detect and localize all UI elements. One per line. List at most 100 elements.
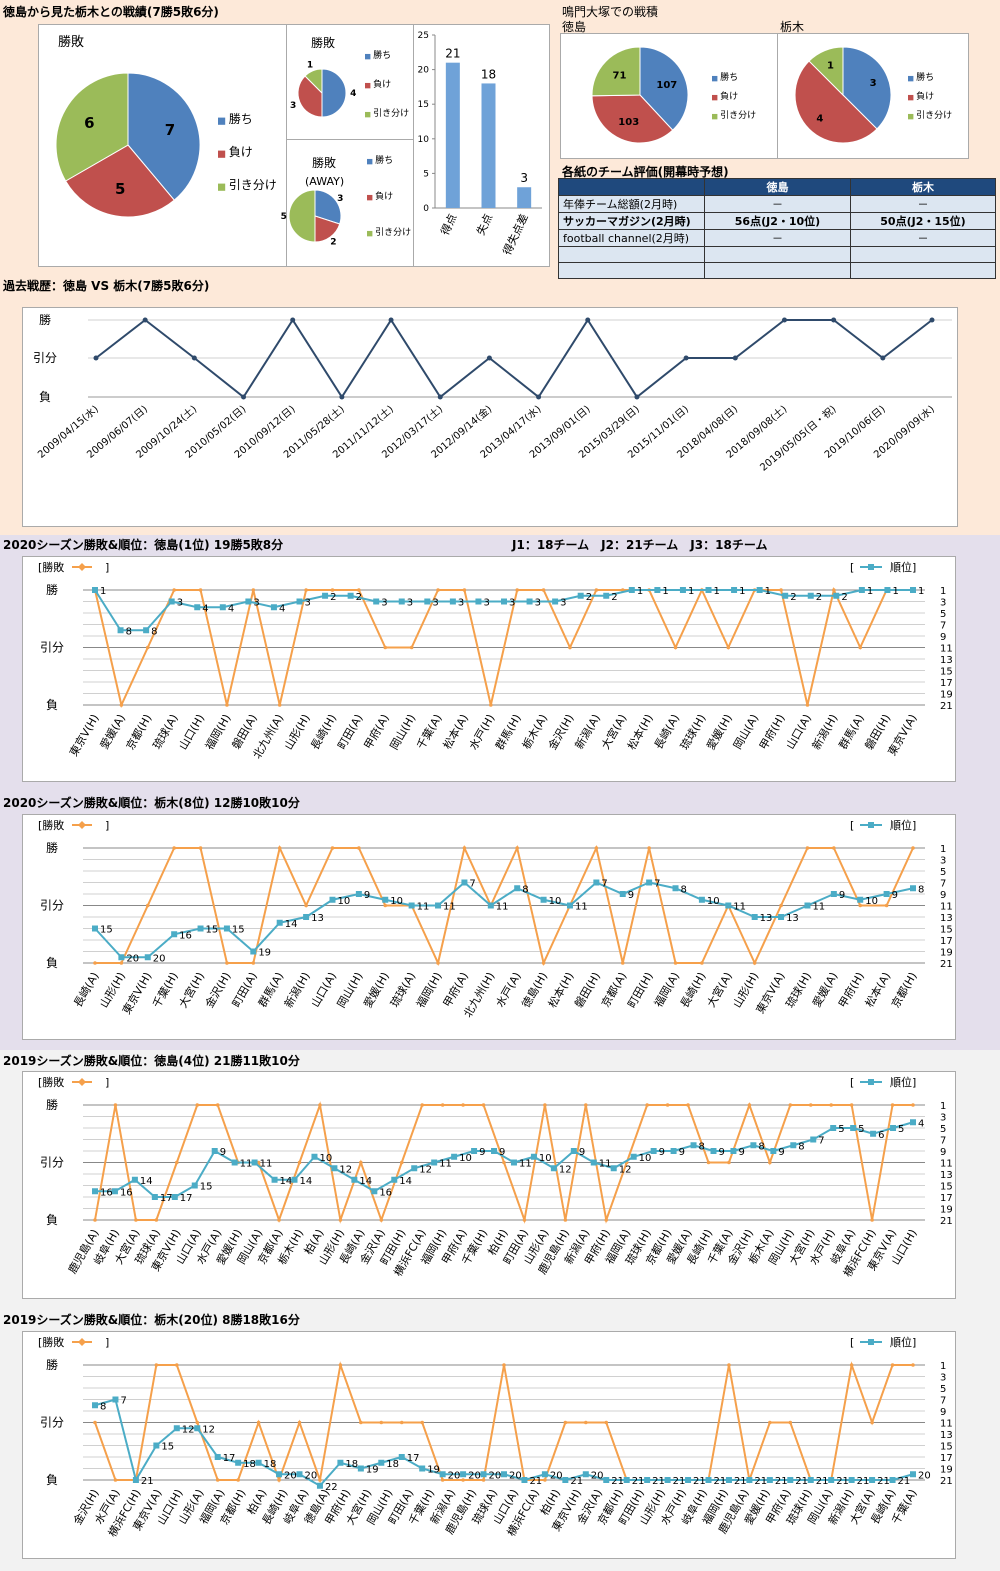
rank-point — [889, 1477, 896, 1483]
result-point — [215, 1478, 220, 1482]
result-point — [383, 903, 388, 908]
rank-value-label: 20 — [448, 1470, 461, 1481]
rank-tick-label: 13 — [940, 655, 953, 666]
rank-point — [197, 925, 204, 932]
rank-value-label: 7 — [654, 879, 660, 890]
rank-point — [804, 902, 811, 909]
result-point — [409, 645, 414, 650]
result-legend-label: [勝敗 — [38, 560, 64, 574]
rank-legend-marker — [868, 822, 874, 828]
rank-point — [112, 1396, 119, 1403]
rank-tick-label: 7 — [940, 1136, 946, 1147]
rank-value-label: 10 — [549, 896, 562, 907]
rank-point — [619, 891, 626, 897]
naruto-left-label: 徳島 — [562, 20, 587, 34]
legend-label: 勝ち — [229, 111, 253, 126]
rank-point — [270, 604, 277, 611]
pie-away-title: 勝敗 — [312, 155, 336, 170]
match-label: 福岡(H) — [413, 970, 445, 1011]
result-point — [489, 703, 493, 707]
legend-swatch — [218, 117, 226, 125]
rank-point — [590, 1159, 597, 1166]
rank-value-label: 8 — [758, 1141, 764, 1152]
rank-value-label: 20 — [489, 1470, 502, 1481]
result-point — [858, 645, 863, 650]
result-point — [256, 1420, 261, 1425]
rank-point — [807, 592, 814, 599]
rank-point — [787, 1477, 794, 1483]
rank-point — [351, 1176, 358, 1183]
rank-value-label: 3 — [432, 598, 438, 609]
rank-point — [144, 954, 151, 961]
rank-point — [670, 1148, 677, 1154]
rank-value-label: 16 — [120, 1187, 133, 1198]
legend-label: 勝ち — [373, 49, 391, 61]
rank-value-label: 22 — [325, 1482, 338, 1493]
rank-value-label: 8 — [681, 884, 687, 895]
rank-point — [431, 1159, 438, 1166]
season-result-label: 負 — [46, 956, 58, 970]
rank-value-label: 1 — [867, 586, 873, 597]
rank-value-label: 19 — [427, 1465, 440, 1476]
result-point — [145, 903, 150, 908]
rank-point — [910, 587, 916, 593]
season-result-label: 勝 — [46, 582, 58, 597]
rank-value-label: 3 — [407, 598, 413, 609]
rank-value-label: 1 — [100, 586, 106, 597]
rank-point — [510, 1159, 517, 1166]
result-point — [461, 1478, 465, 1482]
result-legend-marker — [78, 821, 86, 829]
result-point — [870, 1420, 874, 1425]
result-point — [154, 1218, 159, 1222]
rank-value-label: 9 — [364, 890, 370, 901]
rank-tick-label: 5 — [940, 1384, 946, 1395]
rank-point — [449, 598, 456, 605]
rank-value-label: 20 — [918, 1470, 931, 1481]
result-legend-marker — [78, 563, 86, 571]
rank-point — [582, 1471, 589, 1478]
rank-tick-label: 7 — [940, 621, 946, 632]
result-point — [195, 1420, 200, 1425]
rank-value-label: 12 — [559, 1164, 572, 1175]
history-point — [683, 355, 689, 361]
rank-value-label: 5 — [898, 1124, 904, 1135]
rank-tick-label: 3 — [940, 856, 946, 867]
rank-legend-marker — [868, 1079, 874, 1085]
rank-point — [526, 598, 533, 605]
result-point — [297, 1420, 302, 1425]
result-point — [522, 1218, 527, 1222]
rank-point — [869, 1477, 876, 1483]
rank-point — [782, 592, 789, 599]
rank-value-label: 9 — [718, 1147, 724, 1158]
result-point — [604, 1420, 609, 1425]
result-legend-bracket: ] — [105, 1336, 109, 1349]
rank-value-label: 16 — [379, 1187, 392, 1198]
result-point — [779, 903, 783, 908]
rank-point — [173, 1425, 180, 1432]
result-point — [502, 1160, 506, 1165]
result-point — [134, 1218, 138, 1222]
rank-value-label: 3 — [535, 598, 541, 609]
result-point — [379, 1420, 384, 1425]
result-legend-label: [勝敗 — [38, 1335, 64, 1349]
rank-tick-label: 13 — [940, 1430, 953, 1441]
pie-slice — [794, 60, 878, 144]
rank-point — [460, 1471, 467, 1478]
result-point — [198, 588, 203, 592]
rank-point — [291, 1176, 298, 1183]
legend-swatch — [908, 113, 914, 120]
result-point — [788, 1103, 793, 1107]
rank-value-label: 21 — [529, 1476, 542, 1487]
match-label: 東京V(H) — [66, 712, 101, 759]
result-point — [379, 1218, 384, 1222]
rank-value-label: 10 — [390, 896, 403, 907]
rank-point — [778, 914, 785, 920]
rank-tick-label: 11 — [940, 644, 953, 655]
rank-value-label: 12 — [202, 1424, 215, 1435]
league-note: J1：18チーム J2：21チーム J3：18チーム — [512, 538, 768, 552]
result-point — [215, 1103, 220, 1107]
rank-point — [828, 1477, 835, 1483]
rank-tick-label: 17 — [940, 936, 953, 947]
result-point — [858, 903, 863, 908]
result-point — [462, 846, 467, 850]
